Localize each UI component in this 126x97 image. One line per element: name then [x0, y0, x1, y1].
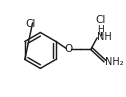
Text: NH: NH: [97, 32, 112, 42]
Text: Cl: Cl: [95, 15, 106, 25]
Text: NH₂: NH₂: [105, 57, 124, 67]
Text: H: H: [97, 25, 104, 34]
Text: Cl: Cl: [25, 19, 35, 29]
Text: O: O: [64, 43, 73, 54]
